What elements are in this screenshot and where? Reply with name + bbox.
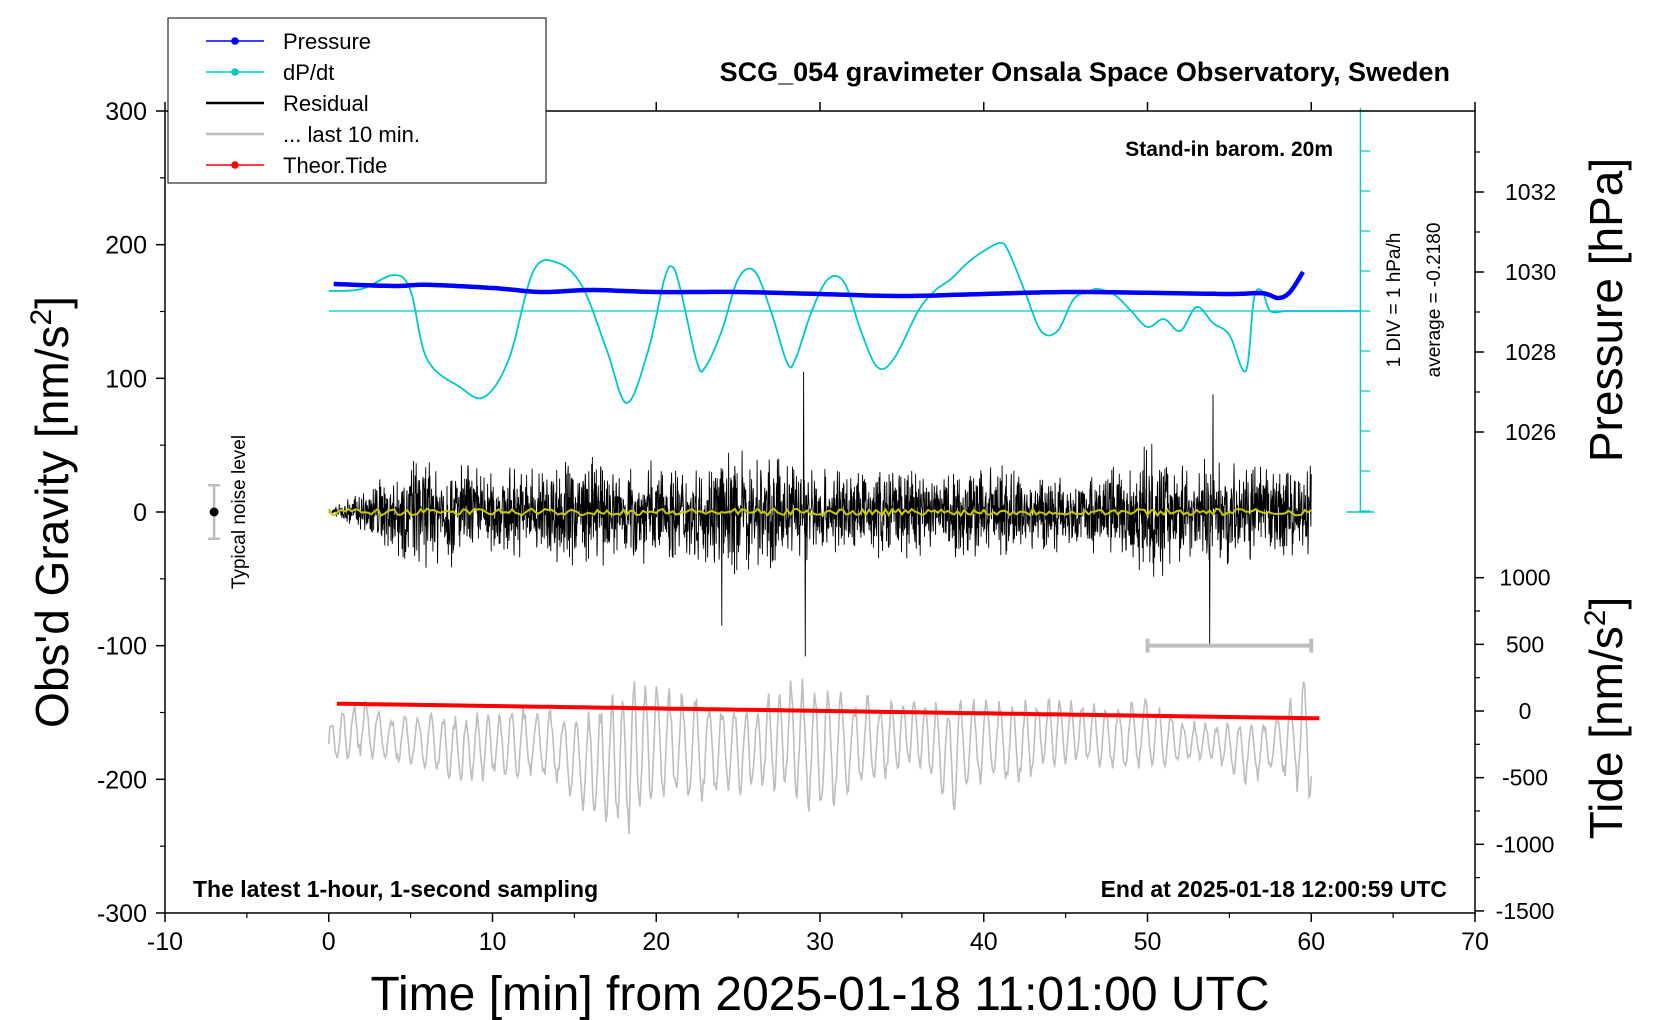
tide-axis-label-sup: 2 bbox=[1579, 610, 1612, 627]
tide-axis-label-close: ] bbox=[1580, 597, 1632, 610]
pressure-series bbox=[333, 270, 1305, 301]
legend-swatch-marker bbox=[231, 161, 239, 169]
pressure-tick-label: 1030 bbox=[1505, 259, 1556, 285]
dpdt-scale-label: 1 DIV = 1 hPa/h bbox=[1384, 233, 1405, 368]
legend-entry-label: ... last 10 min. bbox=[283, 122, 420, 147]
dpdt-average-label: average = -0.2180 bbox=[1424, 223, 1445, 378]
legend-entry-label: dP/dt bbox=[283, 60, 334, 85]
legend-box bbox=[167, 17, 547, 184]
tide-tick-label: -1500 bbox=[1496, 898, 1555, 924]
left-tick-label: 100 bbox=[105, 365, 147, 393]
x-tick-label: 0 bbox=[322, 928, 336, 956]
end-time-note: End at 2025-01-18 12:00:59 UTC bbox=[1101, 876, 1447, 902]
tide-tick-label: -500 bbox=[1502, 765, 1548, 791]
tide-tick-label: 500 bbox=[1506, 631, 1544, 657]
barometer-note: Stand-in barom. 20m bbox=[1125, 138, 1333, 161]
x-tick-label: 10 bbox=[479, 928, 507, 956]
tide-tick-label: 0 bbox=[1519, 698, 1532, 724]
x-axis-label: Time [min] from 2025-01-18 11:01:00 UTC bbox=[370, 968, 1269, 1020]
legend-swatch-marker bbox=[231, 68, 239, 76]
theor-tide-series bbox=[336, 701, 1320, 721]
residual-series bbox=[328, 371, 1312, 657]
pressure-tick-label: 1026 bbox=[1505, 419, 1556, 445]
tide-axis-label-main: Tide [nm/s bbox=[1580, 626, 1632, 839]
x-tick-label: 40 bbox=[970, 928, 998, 956]
left-axis-label-sup: 2 bbox=[25, 309, 58, 326]
left-tick-label: -200 bbox=[97, 766, 147, 794]
pressure-axis-label: Pressure [hPa] bbox=[1580, 158, 1632, 462]
legend-swatch-marker bbox=[231, 37, 239, 45]
legend-entry-label: Theor.Tide bbox=[283, 153, 387, 178]
chart-title: SCG_054 gravimeter Onsala Space Observat… bbox=[720, 57, 1450, 87]
left-tick-label: -300 bbox=[97, 900, 147, 928]
pressure-tick-label: 1032 bbox=[1505, 179, 1556, 205]
pressure-tick-label: 1028 bbox=[1505, 339, 1556, 365]
left-axis-label: Obs'd Gravity [nm/s2] bbox=[25, 296, 78, 728]
x-tick-label: -10 bbox=[147, 928, 183, 956]
x-tick-label: 60 bbox=[1297, 928, 1325, 956]
sampling-note: The latest 1-hour, 1-second sampling bbox=[193, 876, 598, 902]
left-tick-label: 0 bbox=[133, 499, 147, 527]
residual-filtered-series bbox=[327, 507, 1312, 518]
legend-entry-label: Pressure bbox=[283, 29, 371, 54]
x-tick-label: 50 bbox=[1134, 928, 1162, 956]
tide-tick-label: 1000 bbox=[1499, 565, 1550, 591]
tide-axis-label: Tide [nm/s2] bbox=[1579, 597, 1632, 840]
noise-bar-point bbox=[209, 507, 219, 517]
left-axis-label-close: ] bbox=[26, 296, 78, 309]
left-tick-label: 300 bbox=[105, 98, 147, 126]
legend-entry-label: Residual bbox=[283, 91, 369, 116]
left-tick-label: 200 bbox=[105, 232, 147, 260]
x-tick-label: 70 bbox=[1461, 928, 1489, 956]
left-axis-label-main: Obs'd Gravity [nm/s bbox=[26, 326, 78, 728]
noise-level-label: Typical noise level bbox=[229, 435, 250, 589]
legend: Pressure dP/dt Residual ... last 10 min. The… bbox=[167, 17, 547, 184]
dpdt-series bbox=[328, 242, 1361, 404]
x-tick-label: 20 bbox=[642, 928, 670, 956]
left-tick-label: -100 bbox=[97, 633, 147, 661]
x-tick-label: 30 bbox=[806, 928, 834, 956]
tide-tick-label: -1000 bbox=[1496, 831, 1555, 857]
